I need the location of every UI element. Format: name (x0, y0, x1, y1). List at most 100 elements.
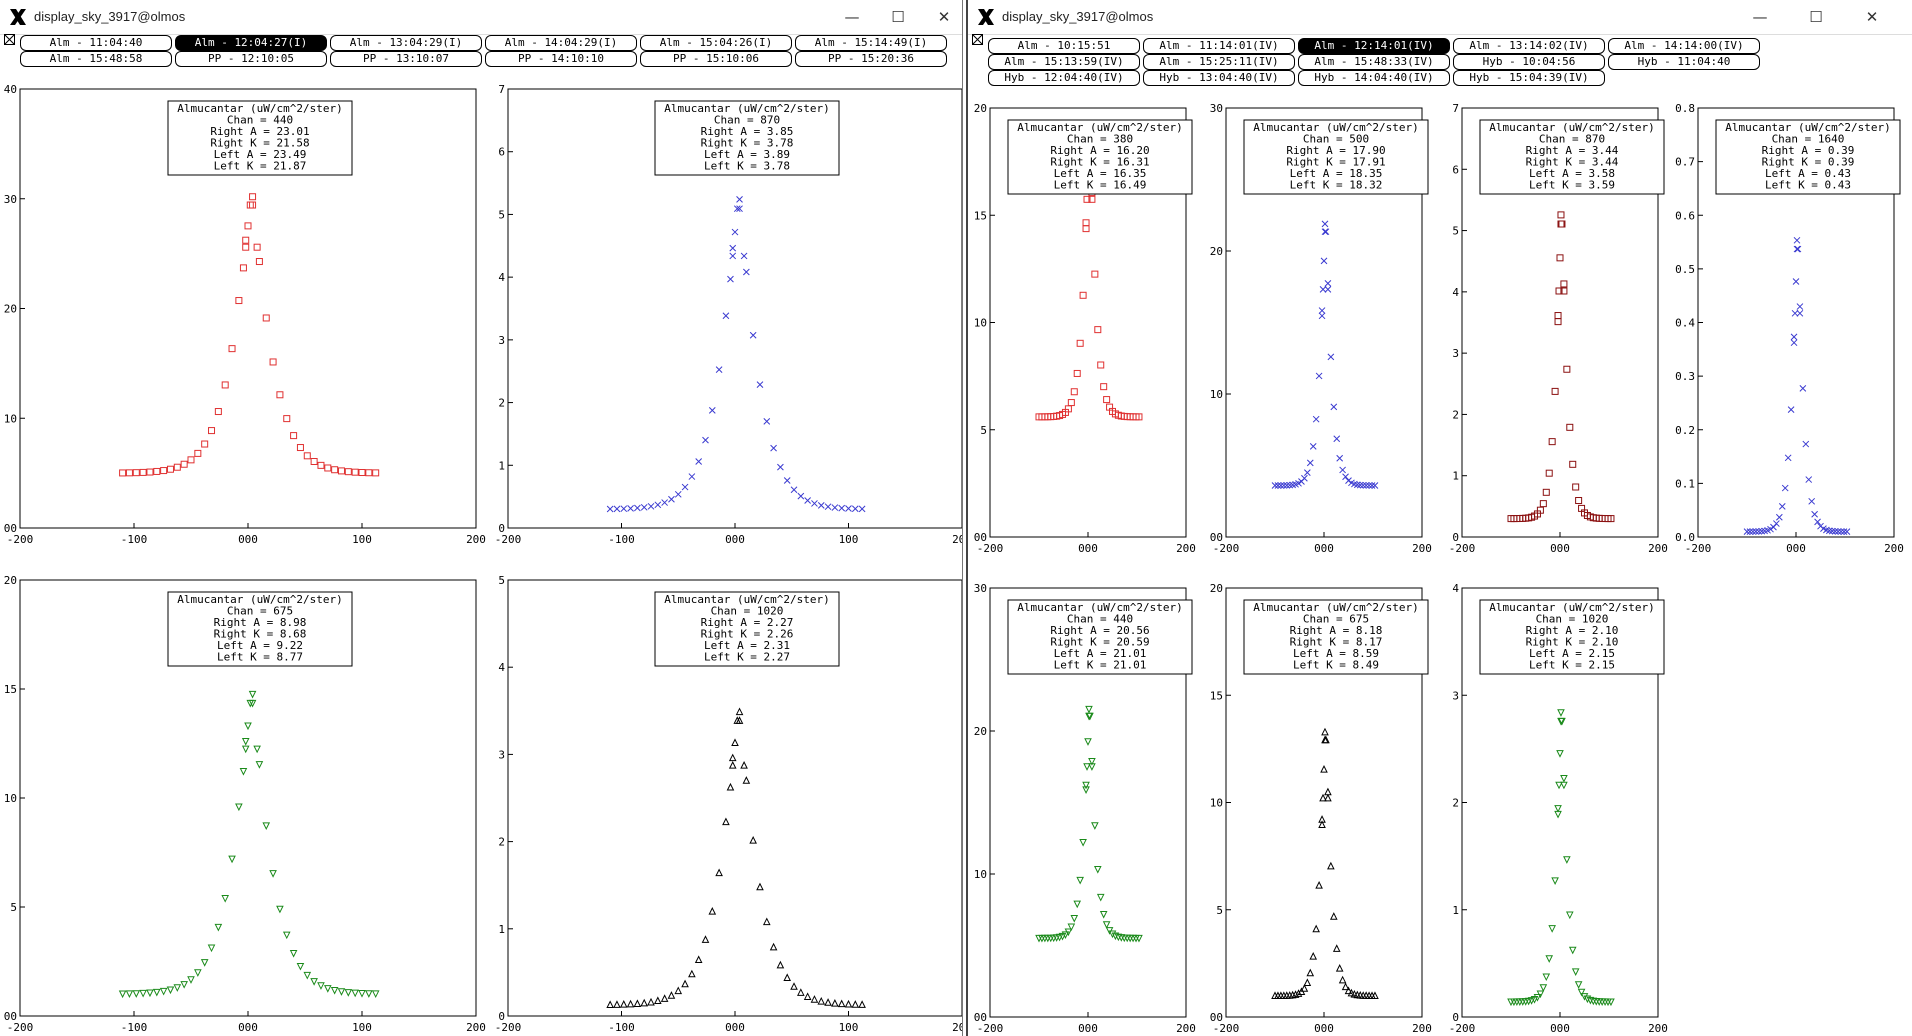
close-button[interactable]: ✕ (937, 8, 951, 26)
maximize-button[interactable]: ☐ (891, 8, 905, 26)
time-button[interactable]: Alm - 15:25:11(IV) (1143, 54, 1295, 70)
title-bar[interactable]: display_sky_3917@olmos — ☐ ✕ (968, 0, 1912, 35)
minimize-button[interactable]: — (844, 8, 860, 26)
time-button[interactable]: Hyb - 10:04:56 (1453, 54, 1605, 70)
data-point (742, 268, 750, 276)
legend-box (1007, 119, 1193, 195)
data-series (1507, 211, 1615, 523)
time-button[interactable]: Alm - 13:04:29(I) (330, 35, 482, 51)
time-button[interactable]: Hyb - 13:04:40(IV) (1143, 70, 1295, 86)
data-point (1088, 763, 1096, 771)
legend-line: Right A = 3.85 (701, 125, 794, 138)
data-point (1070, 915, 1079, 923)
time-button[interactable]: PP - 15:20:36 (795, 51, 947, 67)
x-tick-label: 000 (1550, 1022, 1570, 1035)
legend-line: Right A = 16.20 (1050, 144, 1149, 157)
data-point (1076, 339, 1084, 347)
time-button[interactable]: Alm - 15:13:59(IV) (988, 54, 1140, 70)
time-button[interactable]: Alm - 10:15:51 (988, 38, 1140, 54)
time-button[interactable]: Alm - 11:04:40 (20, 35, 172, 51)
legend-line: Left K = 8.49 (1293, 659, 1379, 672)
data-point (668, 495, 675, 503)
data-point (1796, 309, 1804, 317)
data-point (1082, 219, 1090, 227)
data-point (1135, 934, 1143, 943)
time-button[interactable]: PP - 13:10:07 (330, 51, 482, 67)
legend-line: Chan = 870 (714, 114, 780, 127)
data-point (1781, 484, 1789, 492)
data-point (1097, 361, 1105, 369)
data-point (242, 236, 250, 244)
time-button[interactable]: Hyb - 12:04:40(IV) (988, 70, 1140, 86)
time-button[interactable]: Alm - 15:48:58 (20, 51, 172, 67)
data-point (1322, 735, 1330, 744)
y-tick-label: 0.2 (1675, 424, 1695, 437)
y-tick-label: 4 (498, 271, 505, 284)
y-tick-label: 7 (1452, 102, 1459, 115)
data-point (241, 738, 250, 746)
x-tick-label: 100 (352, 533, 372, 546)
data-point (1775, 513, 1783, 521)
data-point (1362, 482, 1370, 489)
title-bar[interactable]: display_sky_3917@olmos — ☐ ✕ (0, 0, 962, 35)
data-point (1799, 385, 1807, 392)
scatter-plot: 00 10 20 30 -200 000 200 Almucantar (uW/cm^2/st… (1210, 102, 1432, 555)
data-point (244, 722, 252, 731)
legend-line: Left K = 2.27 (704, 651, 790, 664)
data-point (1784, 454, 1792, 462)
data-point (783, 477, 791, 484)
close-box-icon[interactable] (972, 34, 983, 45)
time-button[interactable]: Alm - 12:04:27(I) (175, 35, 327, 51)
close-button[interactable]: ✕ (1865, 8, 1879, 26)
data-point (797, 492, 805, 500)
maximize-button[interactable]: ☐ (1809, 8, 1823, 26)
data-point (1320, 765, 1328, 773)
y-tick-label: 3 (498, 334, 505, 347)
data-point (1338, 975, 1347, 984)
data-point (1555, 287, 1563, 295)
data-point (1291, 990, 1300, 998)
time-button[interactable]: Alm - 14:14:00(IV) (1608, 38, 1760, 54)
time-button[interactable]: Alm - 13:14:02(IV) (1453, 38, 1605, 54)
data-point (1583, 995, 1592, 1004)
y-tick-label: 30 (1210, 102, 1223, 115)
data-point (1094, 326, 1102, 334)
data-point (640, 998, 649, 1007)
time-button[interactable]: Hyb - 11:04:40 (1608, 54, 1760, 70)
x11-logo-icon (10, 9, 26, 25)
minimize-button[interactable]: — (1752, 8, 1768, 26)
scatter-plot: 0 1 2 3 4 5 6 7 -200 -100 000 100 200 Almucantar (uW/… (495, 83, 962, 546)
time-button[interactable]: Alm - 11:14:01(IV) (1143, 38, 1295, 54)
time-button[interactable]: PP - 14:10:10 (485, 51, 637, 67)
time-button[interactable]: Alm - 15:14:49(I) (795, 35, 947, 51)
data-point (1318, 312, 1326, 320)
data-point (289, 949, 298, 958)
data-point (207, 944, 216, 953)
time-button[interactable]: Alm - 12:14:01(IV) (1298, 38, 1450, 54)
time-button[interactable]: Alm - 14:04:29(I) (485, 35, 637, 51)
data-point (1574, 981, 1583, 989)
data-point (365, 990, 373, 998)
time-button[interactable]: Hyb - 15:04:39(IV) (1453, 70, 1605, 86)
y-tick-label: 2 (1452, 408, 1459, 421)
data-point (1306, 459, 1314, 467)
y-tick-label: 0.1 (1675, 477, 1695, 490)
data-point (1103, 396, 1111, 404)
y-tick-label: 20 (4, 303, 17, 316)
time-button[interactable]: Alm - 15:48:33(IV) (1298, 54, 1450, 70)
data-point (331, 466, 339, 474)
data-point (1560, 781, 1568, 790)
time-button[interactable]: PP - 15:10:06 (640, 51, 792, 67)
y-tick-label: 15 (974, 209, 987, 222)
time-button[interactable]: Alm - 15:04:26(I) (640, 35, 792, 51)
y-tick-label: 30 (4, 193, 17, 206)
time-button[interactable]: PP - 12:10:05 (175, 51, 327, 67)
x-tick-label: 000 (238, 533, 258, 546)
data-point (1324, 286, 1332, 293)
data-point (1796, 303, 1804, 310)
data-point (667, 991, 676, 999)
close-box-icon[interactable] (4, 34, 15, 45)
time-button[interactable]: Hyb - 14:04:40(IV) (1298, 70, 1450, 86)
data-point (1342, 473, 1349, 481)
data-point (851, 505, 859, 513)
